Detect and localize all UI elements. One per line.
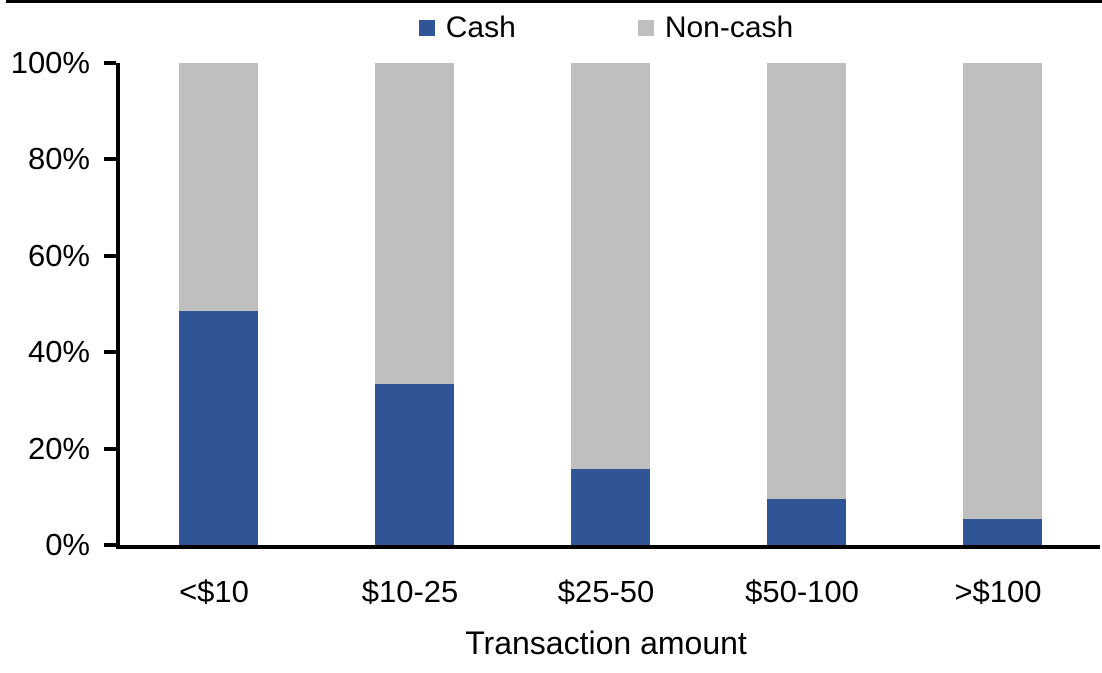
bar-slot-2 — [316, 63, 512, 545]
y-tick-label-20: 20% — [27, 430, 90, 466]
bar-segment-cash-4 — [766, 498, 846, 545]
cash-swatch-icon — [418, 20, 435, 36]
y-tick-label-100: 100% — [10, 45, 90, 80]
y-tick-label-40: 40% — [27, 334, 90, 370]
x-tick-label-4: $50-100 — [745, 574, 859, 609]
bar-segment-cash-5 — [962, 518, 1042, 545]
stacked-bar-3 — [570, 63, 650, 545]
bar-segment-cash-2 — [374, 384, 454, 545]
non-cash-swatch-icon — [637, 20, 654, 36]
y-tick-label-60: 60% — [27, 237, 90, 273]
x-tick-label-1: <$10 — [179, 574, 249, 609]
legend-label-cash: Cash — [445, 11, 516, 44]
bar-segment-non-cash-4 — [766, 63, 846, 499]
x-axis-title: Transaction amount — [465, 625, 747, 661]
stacked-bar-1 — [178, 63, 258, 545]
stacked-bar-2 — [374, 63, 454, 545]
bar-slot-1 — [120, 63, 316, 545]
top-divider-rule — [6, 0, 1102, 3]
x-axis-tick-labels: <$10 $10-25 $25-50 $50-100 >$100 — [116, 574, 1096, 610]
legend-label-non-cash: Non-cash — [664, 11, 794, 44]
bar-segment-non-cash-1 — [178, 63, 258, 312]
bar-slot-3 — [512, 63, 708, 545]
y-tick-label-80: 80% — [27, 141, 90, 177]
bar-segment-cash-1 — [178, 311, 258, 545]
y-tick-mark-80 — [104, 157, 116, 162]
y-tick-mark-60 — [104, 253, 116, 258]
bars-group — [120, 63, 1100, 545]
stacked-bar-5 — [962, 63, 1042, 545]
y-tick-mark-0 — [104, 543, 116, 547]
bar-segment-non-cash-3 — [570, 63, 650, 470]
y-tick-label-0: 0% — [45, 527, 90, 562]
bar-segment-cash-3 — [570, 469, 650, 545]
bar-segment-non-cash-5 — [962, 63, 1042, 519]
legend-item-cash: Cash — [418, 10, 516, 46]
legend: Cash Non-cash — [116, 10, 1096, 46]
y-tick-mark-20 — [104, 446, 116, 451]
legend-item-non-cash: Non-cash — [637, 10, 794, 46]
x-tick-label-3: $25-50 — [557, 574, 655, 609]
bar-segment-non-cash-2 — [374, 63, 454, 385]
y-tick-mark-40 — [104, 350, 116, 355]
bar-slot-4 — [708, 63, 904, 545]
y-tick-mark-100 — [104, 61, 116, 65]
plot-area — [116, 63, 1100, 549]
x-tick-label-5: >$100 — [954, 574, 1042, 609]
x-tick-label-2: $10-25 — [361, 574, 459, 609]
bar-slot-5 — [904, 63, 1100, 545]
stacked-bar-4 — [766, 63, 846, 545]
